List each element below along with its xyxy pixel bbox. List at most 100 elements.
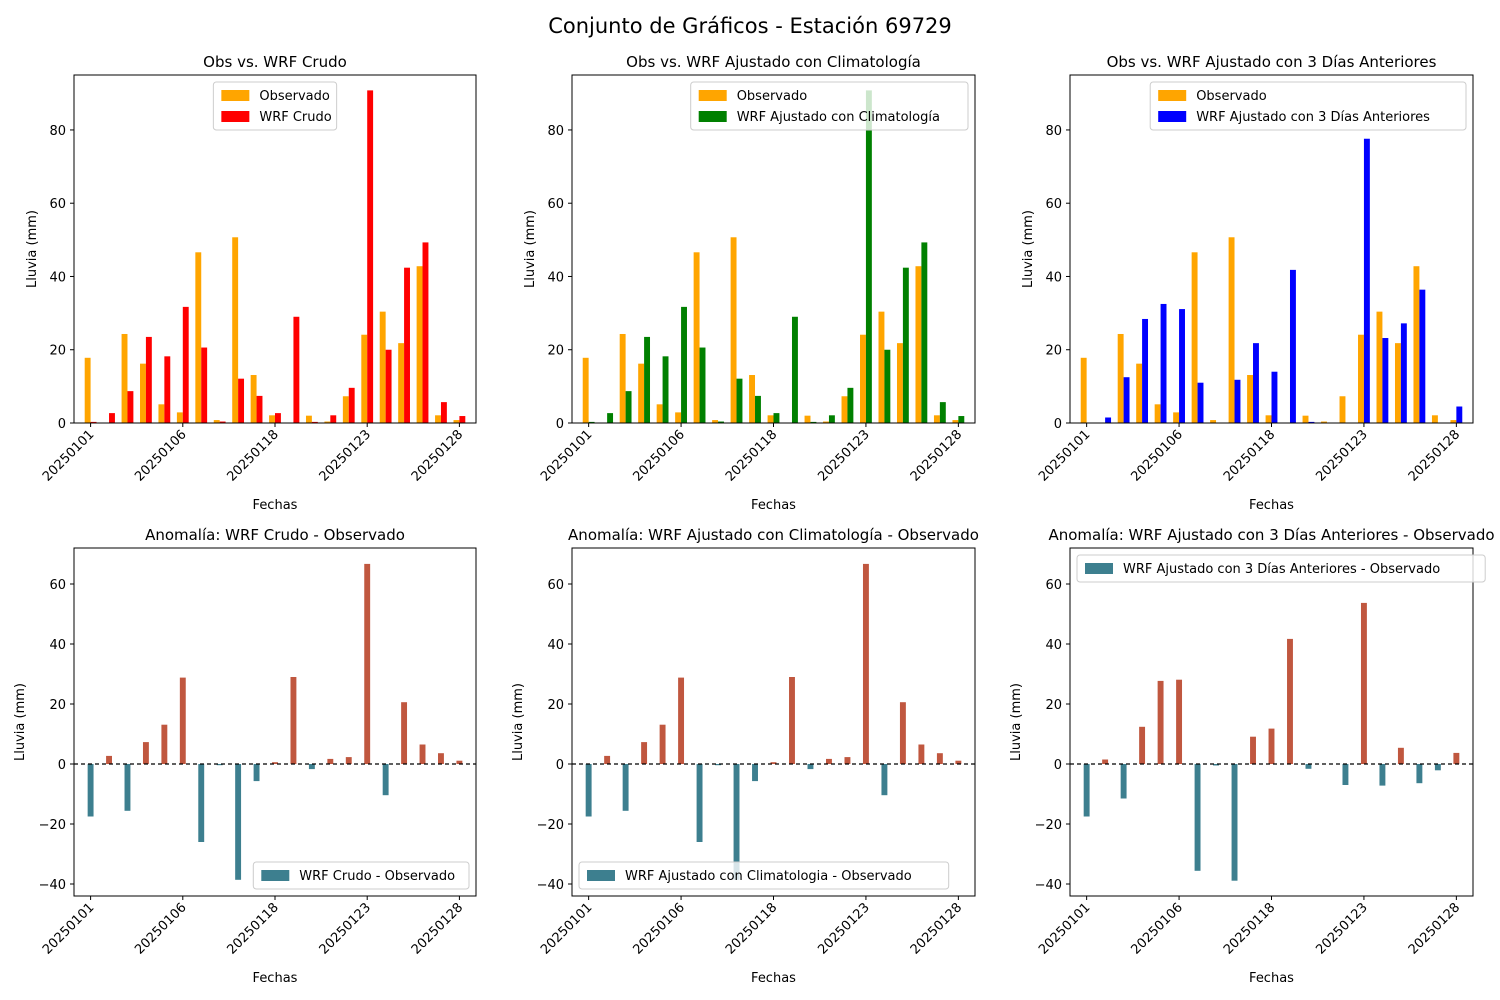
bar [367, 90, 374, 424]
bar [179, 677, 186, 764]
bar [582, 357, 589, 423]
bar [767, 415, 774, 423]
y-tick-label: 60 [547, 578, 564, 593]
x-tick-label: 20250101 [40, 427, 97, 484]
x-tick-label: 20250106 [631, 900, 688, 957]
bar [1179, 309, 1185, 423]
bar [1234, 379, 1241, 423]
y-axis-label: Lluvia (mm) [1009, 683, 1024, 761]
bar [1136, 363, 1143, 423]
bar [958, 416, 965, 423]
bar [308, 764, 315, 770]
bar [361, 334, 368, 423]
x-tick-label: 20250123 [317, 900, 374, 957]
bar [1394, 343, 1401, 423]
bar [1397, 747, 1404, 764]
legend-label: WRF Crudo [259, 110, 331, 125]
y-tick-label: 20 [1045, 698, 1062, 713]
bar [881, 764, 888, 796]
bar [1176, 679, 1183, 764]
legend-label: WRF Ajustado con 3 Días Anteriores - Obs… [1123, 562, 1440, 577]
y-tick-label: −20 [537, 818, 564, 833]
bar [823, 421, 829, 423]
y-axis-label: Lluvia (mm) [523, 210, 538, 288]
bar [121, 333, 128, 423]
y-tick-label: 60 [547, 197, 564, 212]
bar [232, 237, 239, 423]
bar [182, 306, 189, 423]
bar [1456, 406, 1463, 423]
chart-title: Anomalía: WRF Crudo - Observado [145, 526, 405, 544]
bar [622, 764, 629, 811]
bar [773, 413, 780, 423]
x-tick-label: 20250128 [908, 427, 965, 484]
x-axis-label: Fechas [751, 971, 796, 986]
bar [1360, 602, 1367, 764]
bar [696, 764, 703, 842]
legend-label: WRF Crudo - Observado [299, 869, 455, 884]
y-tick-label: 60 [49, 197, 66, 212]
bar [1231, 764, 1238, 881]
y-tick-label: 20 [547, 344, 564, 359]
bar [453, 420, 460, 423]
bar [789, 677, 795, 764]
bar [438, 753, 444, 764]
bar [770, 762, 777, 764]
x-tick-label: 20250128 [1406, 427, 1463, 484]
bar [140, 363, 146, 423]
x-tick-label: 20250123 [815, 427, 872, 484]
bar [733, 764, 740, 880]
bar [1308, 421, 1315, 423]
bar [216, 764, 223, 766]
bar [1419, 289, 1426, 423]
legend-label: WRF Ajustado con Climatologia - Observad… [625, 869, 912, 884]
y-tick-label: 20 [49, 698, 66, 713]
y-tick-label: −20 [1035, 818, 1062, 833]
bar [404, 267, 410, 423]
y-tick-label: 20 [49, 344, 66, 359]
legend: Observado WRF Ajustado con 3 Días Anterio… [1149, 81, 1467, 131]
legend-label: WRF Ajustado con 3 Días Anteriores [1196, 110, 1430, 125]
legend: WRF Ajustado con 3 Días Anteriores - Obs… [1076, 554, 1486, 583]
y-tick-label: 0 [1054, 758, 1062, 773]
bar [311, 421, 318, 423]
bar [250, 375, 257, 423]
legend: WRF Crudo - Observado [252, 861, 470, 890]
bar [272, 762, 278, 764]
axes-frame [1069, 547, 1474, 897]
x-tick-label: 20250101 [40, 900, 97, 957]
bar [1123, 377, 1130, 423]
legend-swatch [1085, 563, 1113, 574]
bar [902, 267, 909, 423]
legend-swatch [587, 870, 615, 881]
bar [933, 415, 940, 423]
bar [416, 266, 423, 423]
bar [1173, 412, 1180, 423]
bar [585, 764, 592, 817]
bar [87, 764, 94, 817]
bar [1191, 252, 1198, 423]
legend-swatch [261, 870, 290, 881]
chart-1: Obs vs. WRF Crudo 0 20 40 60 80 20250101 202501… [25, 53, 477, 513]
x-axis-label: Fechas [1249, 971, 1294, 986]
x-tick-label: 20250118 [723, 900, 780, 957]
x-tick-label: 20250118 [1221, 427, 1278, 484]
bar [755, 395, 761, 423]
bar [1102, 759, 1109, 764]
bar [109, 413, 115, 423]
bar [860, 334, 866, 423]
y-tick-label: −40 [537, 878, 564, 893]
x-tick-label: 20250123 [1313, 427, 1370, 484]
bar [921, 242, 928, 423]
bar [865, 90, 872, 424]
y-tick-label: 40 [49, 638, 66, 653]
x-tick-label: 20250123 [815, 900, 872, 957]
bar [607, 413, 614, 423]
bar [1302, 415, 1309, 423]
bar [884, 349, 891, 423]
bar [330, 415, 337, 423]
bar [1228, 237, 1235, 423]
bar [619, 333, 626, 423]
bar [1287, 638, 1293, 764]
